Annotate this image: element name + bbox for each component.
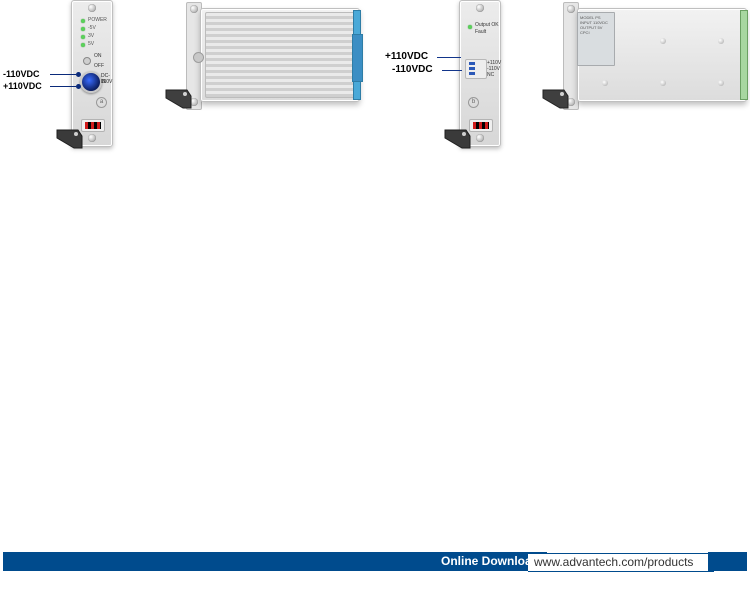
rating-text: MODEL PSINPUT 110VDCOUTPUT 5VCPCI (580, 15, 610, 35)
side-jack-icon (193, 52, 204, 63)
rivet-icon (718, 80, 724, 86)
module-id-badge: a (96, 97, 107, 108)
footer-fill-right (708, 552, 747, 571)
callout-text: -110VDC (3, 69, 40, 79)
power-switch[interactable] (83, 57, 91, 65)
ejector-handle-icon[interactable] (163, 88, 193, 110)
pcb-edge (740, 10, 748, 100)
rivet-icon (602, 80, 608, 86)
led-icon (81, 43, 85, 47)
switch-label-on: ON (94, 53, 102, 59)
rivet-icon (718, 38, 724, 44)
led-icon (468, 25, 472, 29)
callout-neg: -110VDC (392, 64, 433, 75)
led-icon (81, 35, 85, 39)
module-a-side (163, 2, 363, 142)
footer-fill-left (3, 552, 433, 571)
ejector-plug[interactable] (81, 119, 105, 132)
led-label: -5V (88, 25, 96, 31)
module-b-side: MODEL PSINPUT 110VDCOUTPUT 5VCPCI (540, 2, 750, 142)
rivet-icon (660, 38, 666, 44)
led-label: 3V (88, 33, 94, 39)
led-icon (81, 19, 85, 23)
dc-connector[interactable] (465, 59, 487, 79)
led-label: POWER (88, 17, 107, 23)
callout-pos: +110VDC (3, 81, 42, 92)
din-label: 110V (101, 79, 112, 85)
led-label: 5V (88, 41, 94, 47)
status-label: Fault (475, 29, 486, 35)
ejector-handle-icon[interactable] (54, 128, 84, 150)
screw-icon (88, 4, 96, 12)
callout-text: -110VDC (392, 64, 433, 75)
module-b-front: Output OK Fault +110V -110V NC b (459, 0, 501, 147)
module-id-badge: b (468, 97, 479, 108)
screw-icon (476, 4, 484, 12)
ejector-plug[interactable] (469, 119, 493, 132)
screw-icon (476, 134, 484, 142)
screw-icon (567, 5, 575, 13)
ejector-handle-icon[interactable] (442, 128, 472, 150)
status-label: Output OK (475, 22, 499, 28)
callout-pos: +110VDC (385, 51, 428, 62)
led-icon (81, 27, 85, 31)
callout-text: +110VDC (385, 51, 428, 62)
ejector-handle-icon[interactable] (540, 88, 570, 110)
screw-icon (190, 5, 198, 13)
switch-label-off: OFF (94, 63, 104, 69)
heatsink-icon (205, 12, 355, 98)
pcb-connector (352, 34, 363, 82)
page: POWER -5V 3V 5V ON OFF DC-IN 110V a -110… (0, 0, 750, 591)
callout-neg: -110VDC (3, 69, 40, 80)
footer-url[interactable]: www.advantech.com/products (528, 553, 714, 572)
dc-in-jack[interactable] (80, 71, 102, 93)
callout-text: +110VDC (3, 81, 42, 91)
conn-label: NC (487, 72, 494, 78)
footer-bar: Online Download www.advantech.com/produc… (3, 552, 747, 571)
rivet-icon (660, 80, 666, 86)
screw-icon (88, 134, 96, 142)
